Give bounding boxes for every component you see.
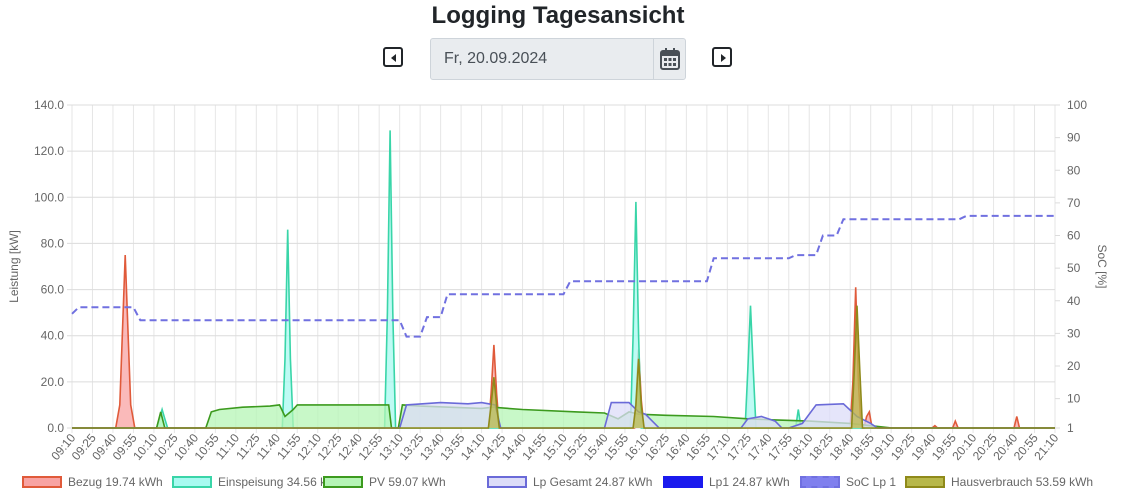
chart-legend: Bezug 19.74 kWh Einspeisung 34.56 kWh PV 5… [0, 470, 1128, 494]
legend-swatch [22, 476, 62, 488]
lp-area [72, 402, 1055, 428]
y2-tick-label: 1 [1067, 421, 1074, 435]
legend-item-soc[interactable]: SoC Lp 1 [800, 474, 896, 490]
legend-label: Bezug 19.74 kWh [68, 475, 163, 489]
legend-swatch [172, 476, 212, 488]
legend-swatch [323, 476, 363, 488]
legend-swatch [905, 476, 945, 488]
legend-swatch [487, 476, 527, 488]
legend-label: Einspeisung 34.56 kWh [218, 475, 345, 489]
y2-tick-label: 70 [1067, 196, 1081, 210]
caret-right-icon [721, 54, 726, 62]
calendar-button[interactable] [653, 39, 685, 79]
legend-swatch [663, 476, 703, 488]
legend-label: Lp1 24.87 kWh [709, 475, 790, 489]
y-axis-label: Leistung [kW] [7, 230, 21, 303]
legend-item-einspeisung[interactable]: Einspeisung 34.56 kWh [172, 474, 344, 490]
y2-tick-label: 30 [1067, 326, 1081, 340]
legend-label: SoC Lp 1 [846, 475, 897, 489]
y2-tick-label: 100 [1067, 98, 1087, 112]
y2-tick-label: 80 [1067, 163, 1081, 177]
y-tick-label: 100.0 [34, 190, 64, 204]
legend-label: PV 59.07 kWh [369, 475, 446, 489]
y-tick-label: 20.0 [41, 375, 65, 389]
y-tick-label: 40.0 [41, 329, 65, 343]
y2-tick-label: 40 [1067, 294, 1081, 308]
einspeisung-line [72, 130, 1055, 429]
y2-tick-label: 90 [1067, 131, 1081, 145]
y2-tick-label: 50 [1067, 261, 1081, 275]
date-picker[interactable] [430, 38, 686, 80]
y2-axis-label: SoC [%] [1095, 244, 1109, 288]
soc-line [71, 214, 1055, 338]
legend-label: Lp Gesamt 24.87 kWh [533, 475, 653, 489]
hausverbrauch-area [72, 305, 1055, 428]
legend-item-pv[interactable]: PV 59.07 kWh [323, 474, 446, 490]
legend-item-lp[interactable]: Lp Gesamt 24.87 kWh [487, 474, 652, 490]
y2-tick-label: 20 [1067, 359, 1081, 373]
calendar-icon [659, 48, 680, 70]
previous-day-button[interactable] [383, 47, 403, 67]
date-input[interactable] [431, 39, 653, 79]
y2-tick-label: 10 [1067, 392, 1081, 406]
legend-swatch [800, 476, 840, 488]
caret-left-icon [391, 54, 396, 62]
hausverbrauch-line [72, 305, 1055, 429]
y-tick-label: 0.0 [47, 421, 64, 435]
y-tick-label: 60.0 [41, 283, 65, 297]
x-tick-label: 21:10 [1031, 431, 1061, 463]
y-tick-label: 80.0 [41, 236, 65, 250]
legend-item-hausverbrauch[interactable]: Hausverbrauch 53.59 kWh [905, 474, 1093, 490]
legend-label: Hausverbrauch 53.59 kWh [951, 475, 1094, 489]
legend-item-bezug[interactable]: Bezug 19.74 kWh [22, 474, 163, 490]
legend-item-lp1[interactable]: Lp1 24.87 kWh [663, 474, 790, 490]
y-tick-label: 120.0 [34, 144, 64, 158]
logging-chart: 09:1009:2509:4009:5510:1010:2510:4010:55… [7, 98, 1109, 463]
page-title: Logging Tagesansicht [431, 2, 685, 29]
y-tick-label: 140.0 [34, 98, 64, 112]
next-day-button[interactable] [712, 47, 732, 67]
y2-tick-label: 60 [1067, 229, 1081, 243]
